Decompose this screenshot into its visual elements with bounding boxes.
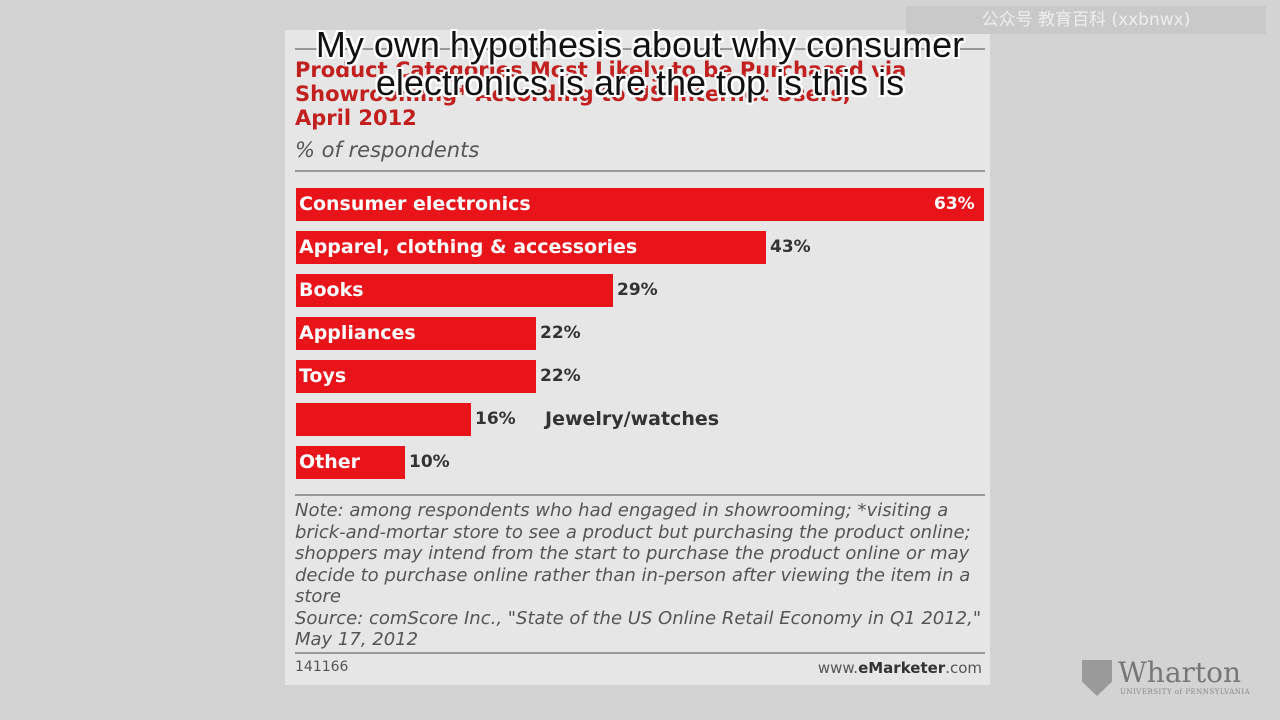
caption-line: My own hypothesis about why consumer <box>315 24 965 65</box>
bar-category-label: Jewelry/watches <box>545 408 720 430</box>
chart-title-line: Showrooming* According to US Internet Us… <box>295 82 851 106</box>
bar-value-label: 29% <box>617 280 658 300</box>
bar-value-label: 22% <box>540 323 581 343</box>
note-rule <box>295 494 985 496</box>
emarketer-link[interactable]: www.eMarketer.com <box>818 659 982 677</box>
caption-line: electronics is are the top is this is <box>375 62 905 103</box>
site-brand: eMarketer <box>858 659 946 677</box>
wharton-logo: Wharton UNIVERSITY of PENNSYLVANIA <box>1082 656 1250 698</box>
video-caption: My own hypothesis about why consumer ele… <box>300 26 980 102</box>
chart-id: 141166 <box>295 659 349 675</box>
bar-category-label: Appliances <box>299 322 416 344</box>
shield-icon <box>1082 660 1112 696</box>
bar-value-label: 43% <box>770 237 811 257</box>
bar-category-label: Books <box>299 279 364 301</box>
chart-panel <box>285 30 990 685</box>
logo-wordmark: Wharton <box>1118 656 1242 689</box>
top-rule <box>295 48 985 50</box>
source-text: Source: comScore Inc., "State of the US … <box>295 607 982 651</box>
bar-value-label: 22% <box>540 366 581 386</box>
chart-title-line: Product Categories Most Likely to be Pur… <box>295 58 907 82</box>
chart-note: Note: among respondents who had engaged … <box>295 500 995 651</box>
bar <box>296 188 984 221</box>
bar-value-label: 63% <box>934 194 975 214</box>
note-text: Note: among respondents who had engaged … <box>295 500 971 607</box>
bar <box>296 403 471 436</box>
chart-title: Product Categories Most Likely to be Pur… <box>295 58 985 130</box>
bar <box>296 274 613 307</box>
bar-category-label: Toys <box>299 365 347 387</box>
chart-subtitle: % of respondents <box>295 138 480 162</box>
subtitle-rule <box>295 170 985 172</box>
footer-rule <box>295 652 985 654</box>
bar <box>296 317 536 350</box>
chart-title-line: April 2012 <box>295 106 417 130</box>
bar <box>296 360 536 393</box>
bar <box>296 231 766 264</box>
site-suffix: .com <box>945 659 982 677</box>
bar <box>296 446 405 479</box>
bar-value-label: 16% <box>475 409 516 429</box>
bar-category-label: Apparel, clothing & accessories <box>299 236 638 258</box>
bar-category-label: Consumer electronics <box>299 193 531 215</box>
site-prefix: www. <box>817 659 859 677</box>
bar-value-label: 10% <box>409 452 450 472</box>
watermark: 公众号 教育百科 (xxbnwx) <box>906 6 1266 34</box>
logo-subtitle: UNIVERSITY of PENNSYLVANIA <box>1120 688 1251 696</box>
bar-category-label: Other <box>299 451 361 473</box>
